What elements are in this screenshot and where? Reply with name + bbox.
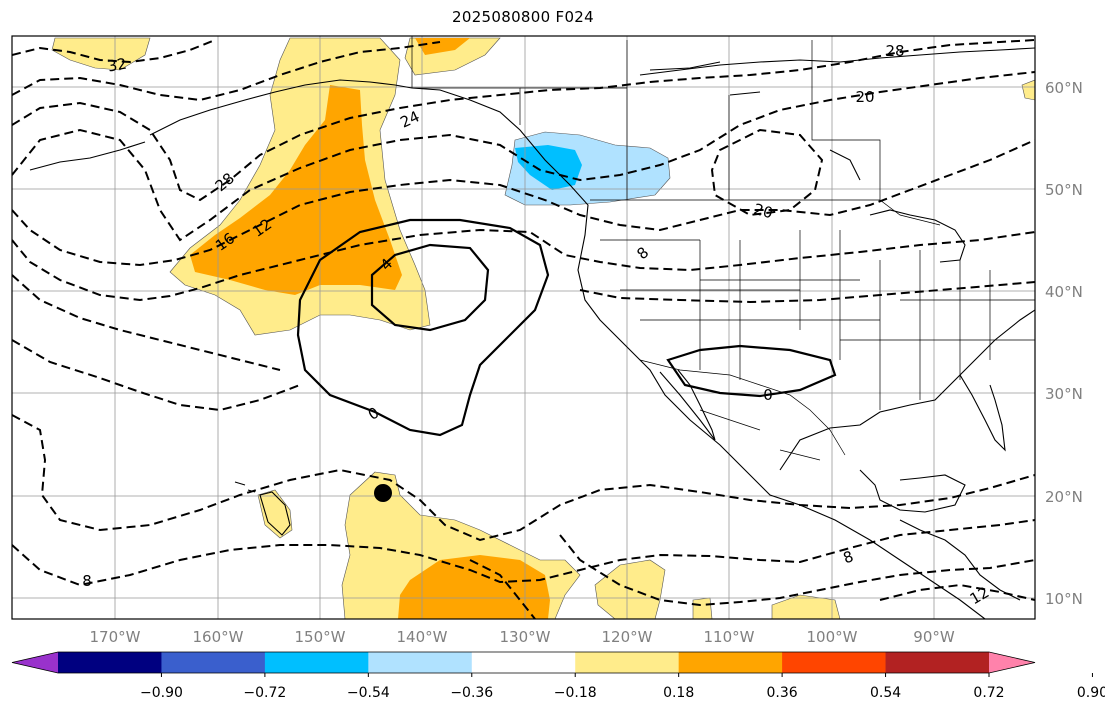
colorbar-segment [885, 652, 990, 673]
colorbar [11, 651, 1036, 674]
lon-label-160w: 160°W [193, 628, 244, 646]
longitude-labels: 170°W 160°W 150°W 140°W 130°W 120°W 110°… [90, 628, 955, 646]
contour-0-closed-southwest [666, 344, 837, 398]
contour-label: 0 [763, 386, 773, 404]
political-borders [411, 36, 1035, 461]
colorbar-segment [678, 652, 783, 673]
us-canada-border [590, 199, 941, 226]
colorbar-tick-label: 0.18 [663, 685, 694, 701]
canada-internal-borders [520, 40, 881, 200]
yucatan-coast [859, 469, 966, 513]
colorbar-outline [11, 651, 1036, 674]
lon-label-110w: 110°W [704, 628, 755, 646]
colorbar-segment [471, 652, 576, 673]
black-dot-marker [374, 484, 392, 502]
lat-label-40n: 40°N [1045, 283, 1083, 301]
contour-label: 20 [855, 88, 874, 106]
colorbar-tick-label: −0.72 [243, 685, 286, 701]
contour-label: 20 [752, 200, 775, 222]
lat-label-20n: 20°N [1045, 488, 1083, 506]
colorbar-tick-label: 0.54 [870, 685, 901, 701]
orange-shading-gulf-alaska-top [415, 38, 470, 55]
shaded-anomaly-fields [51, 37, 1035, 619]
colorbar-tick-label: −0.54 [347, 685, 390, 701]
map-frame [11, 35, 1036, 620]
orange-shading-hawaii-east [398, 555, 550, 619]
us-state-borders [600, 230, 1035, 410]
baja-california [659, 369, 716, 441]
orange-shading-north-pacific [190, 85, 402, 295]
colorbar-segment [368, 652, 473, 673]
contour-label: 28 [885, 42, 904, 60]
lon-label-170w: 170°W [90, 628, 141, 646]
yellow-shading-eastern-pacific-c [771, 594, 841, 619]
lon-label-120w: 120°W [602, 628, 653, 646]
lon-label-100w: 100°W [807, 628, 858, 646]
great-lakes [869, 209, 966, 263]
blue-shading-british-columbia [515, 145, 582, 190]
colorbar-tick-label: 0.36 [767, 685, 798, 701]
contour-0-closed-pacific [296, 218, 550, 437]
yellow-shading-southwest-islands [257, 489, 293, 539]
us-mexico-border [639, 359, 846, 456]
yellow-shading-east-edge [1021, 79, 1035, 101]
lat-label-50n: 50°N [1045, 181, 1083, 199]
alaska-south-coast [149, 79, 413, 136]
contour-label: 8 [82, 572, 92, 590]
map-background [12, 36, 1035, 619]
alaska-canada-border [411, 36, 521, 125]
north-america-west-coast [411, 87, 986, 619]
colorbar-segment [58, 652, 162, 673]
colorbar-segment [161, 652, 266, 673]
lat-label-30n: 30°N [1045, 385, 1083, 403]
arctic-islands [649, 61, 861, 181]
lon-label-150w: 150°W [295, 628, 346, 646]
colorbar-tick-label: 0.90 [1077, 685, 1105, 701]
hawaii-big-island [259, 491, 291, 536]
mexico-state-borders [699, 409, 821, 461]
colorbar-tick-label: −0.18 [554, 685, 597, 701]
latitude-labels: 60°N 50°N 40°N 30°N 20°N 10°N [1045, 79, 1083, 608]
hudson-bay-north [639, 47, 1035, 76]
colorbar-segment [264, 652, 369, 673]
lon-label-140w: 140°W [397, 628, 448, 646]
colorbar-tick-label: −0.90 [140, 685, 183, 701]
lon-label-130w: 130°W [500, 628, 551, 646]
central-america-coast [899, 519, 1021, 601]
colorbar-tick-label: 0.72 [973, 685, 1004, 701]
colorbar-segment [575, 652, 680, 673]
lon-label-90w: 90°W [913, 628, 955, 646]
yellow-shading-eastern-pacific-b [692, 597, 713, 619]
aleutian-islands [29, 141, 146, 171]
contour-4-closed [370, 243, 490, 332]
map-title: 2025080800 F024 [452, 8, 594, 26]
colorbar-tick-labels: −0.90 −0.72 −0.54 −0.36 −0.18 0.18 0.36 0.54 0.7… [140, 673, 1105, 701]
florida-peninsula [959, 374, 1006, 452]
dashed-contours [12, 39, 1035, 619]
colorbar-segment [782, 652, 887, 673]
solid-contours [296, 218, 837, 437]
colorbar-extend-high [989, 652, 1035, 673]
colorbar-extend-low [12, 652, 58, 673]
lat-label-10n: 10°N [1045, 590, 1083, 608]
colorbar-tick-label: −0.36 [450, 685, 493, 701]
contour-label: 32 [106, 55, 128, 76]
lat-label-60n: 60°N [1045, 79, 1083, 97]
